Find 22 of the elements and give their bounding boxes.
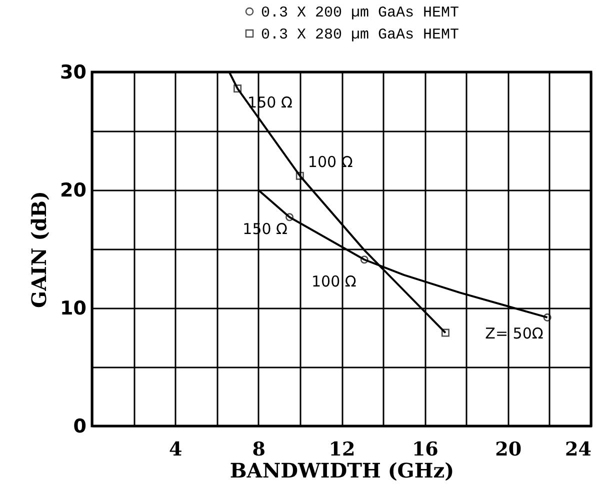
legend-label: 0.3 X 200 µm GaAs HEMT [261, 4, 460, 22]
x-tick-label: 8 [252, 438, 266, 460]
legend-label: 0.3 X 280 µm GaAs HEMT [261, 26, 460, 44]
y-tick-label: 30 [60, 62, 86, 84]
x-axis-title: BANDWIDTH (GHz) [230, 458, 454, 482]
x-tick-label: 12 [328, 438, 356, 460]
y-tick-label: 20 [60, 180, 86, 202]
y-tick-label: 0 [73, 416, 86, 438]
point [543, 313, 552, 322]
y-axis-title: GAIN (dB) [27, 190, 52, 308]
point [296, 172, 304, 180]
x-tick-label: 4 [169, 438, 182, 460]
annotation: Z= 50Ω [485, 324, 544, 342]
x-tick-label: 20 [495, 438, 522, 460]
point [360, 256, 368, 264]
point [441, 328, 450, 337]
annotation: 100 Ω [311, 272, 356, 291]
x-tick-label: 24 [565, 438, 592, 460]
point [286, 213, 294, 222]
point [234, 84, 242, 93]
y-tick-label: 10 [60, 298, 86, 320]
x-tick-label: 16 [412, 438, 438, 460]
